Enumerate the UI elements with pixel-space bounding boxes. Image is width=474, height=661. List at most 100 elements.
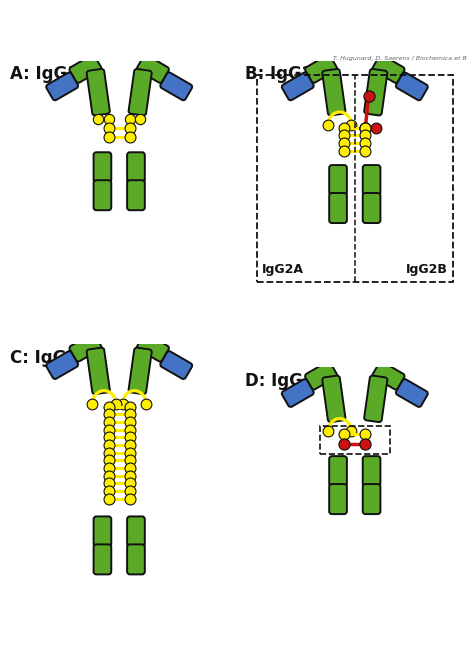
FancyBboxPatch shape (127, 545, 145, 574)
Point (347, 426, 355, 437)
FancyBboxPatch shape (93, 180, 111, 210)
Point (105, 478, 112, 488)
FancyBboxPatch shape (322, 375, 346, 422)
Text: IgG2A: IgG2A (262, 263, 304, 276)
FancyBboxPatch shape (87, 69, 110, 116)
FancyBboxPatch shape (137, 334, 169, 362)
Point (105, 122, 112, 133)
Text: T. Hugunard, D. Saerens / Biochemica et B: T. Hugunard, D. Saerens / Biochemica et … (333, 56, 466, 61)
FancyBboxPatch shape (363, 456, 381, 486)
FancyBboxPatch shape (282, 379, 314, 407)
Point (137, 114, 144, 124)
FancyBboxPatch shape (329, 484, 347, 514)
Point (126, 114, 134, 124)
Point (105, 447, 112, 458)
Point (362, 138, 369, 149)
FancyBboxPatch shape (93, 516, 111, 547)
Point (142, 398, 150, 408)
FancyBboxPatch shape (363, 165, 381, 195)
Point (340, 438, 348, 449)
FancyBboxPatch shape (127, 180, 145, 210)
FancyBboxPatch shape (69, 55, 101, 83)
Point (105, 486, 112, 496)
Bar (257, 75, 453, 282)
Point (362, 130, 369, 141)
Text: IgG2B: IgG2B (406, 263, 448, 276)
Point (105, 471, 112, 481)
Point (105, 455, 112, 465)
FancyBboxPatch shape (69, 334, 101, 362)
FancyBboxPatch shape (93, 152, 111, 182)
FancyBboxPatch shape (160, 351, 192, 379)
FancyBboxPatch shape (329, 193, 347, 223)
Point (126, 401, 134, 412)
Point (119, 398, 127, 408)
Point (112, 398, 119, 408)
Point (126, 455, 134, 465)
Point (324, 120, 332, 130)
Point (105, 494, 112, 504)
Point (126, 416, 134, 427)
FancyBboxPatch shape (46, 351, 78, 379)
Text: D: IgG4: D: IgG4 (246, 372, 315, 390)
Point (362, 429, 369, 440)
Point (340, 122, 348, 133)
Point (126, 486, 134, 496)
Point (362, 122, 369, 133)
Point (105, 114, 112, 124)
FancyBboxPatch shape (373, 362, 405, 389)
Point (105, 440, 112, 450)
Point (126, 122, 134, 133)
Point (347, 120, 355, 130)
FancyBboxPatch shape (305, 362, 337, 389)
Text: B: IgG2: B: IgG2 (246, 65, 314, 83)
Point (126, 424, 134, 435)
FancyBboxPatch shape (87, 348, 110, 394)
FancyBboxPatch shape (128, 348, 152, 394)
Point (340, 429, 348, 440)
Point (126, 432, 134, 443)
Point (105, 432, 112, 443)
Point (105, 401, 112, 412)
FancyBboxPatch shape (160, 72, 192, 100)
Point (362, 145, 369, 156)
Point (372, 122, 380, 133)
FancyBboxPatch shape (128, 69, 152, 116)
Point (105, 463, 112, 473)
Point (126, 478, 134, 488)
FancyBboxPatch shape (282, 72, 314, 100)
Bar (320, 426, 390, 454)
Point (340, 130, 348, 141)
Point (362, 122, 369, 133)
FancyBboxPatch shape (322, 69, 346, 116)
Point (105, 409, 112, 420)
FancyBboxPatch shape (396, 379, 428, 407)
Point (89, 398, 96, 408)
Point (362, 438, 369, 449)
FancyBboxPatch shape (396, 72, 428, 100)
FancyBboxPatch shape (305, 55, 337, 83)
Point (126, 132, 134, 142)
Point (105, 132, 112, 142)
FancyBboxPatch shape (373, 55, 405, 83)
FancyBboxPatch shape (329, 165, 347, 195)
FancyBboxPatch shape (127, 516, 145, 547)
Point (126, 471, 134, 481)
FancyBboxPatch shape (137, 55, 169, 83)
FancyBboxPatch shape (127, 152, 145, 182)
Point (340, 145, 348, 156)
FancyBboxPatch shape (93, 545, 111, 574)
Point (126, 440, 134, 450)
Point (126, 409, 134, 420)
FancyBboxPatch shape (363, 484, 381, 514)
FancyBboxPatch shape (364, 375, 387, 422)
Point (362, 122, 369, 133)
Point (340, 138, 348, 149)
Text: A: IgG1: A: IgG1 (10, 65, 79, 83)
FancyBboxPatch shape (46, 72, 78, 100)
Point (105, 424, 112, 435)
Point (324, 426, 332, 437)
Text: C: IgG3: C: IgG3 (10, 349, 78, 367)
Point (126, 463, 134, 473)
Point (126, 494, 134, 504)
